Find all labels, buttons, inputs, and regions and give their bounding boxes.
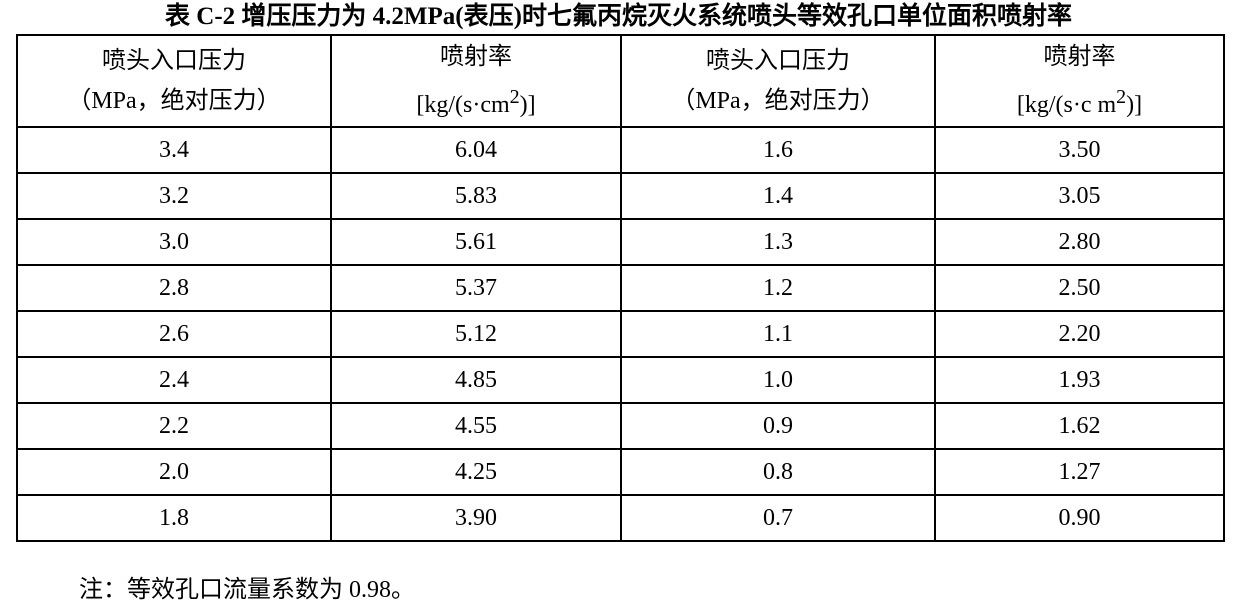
table-cell: 1.1 xyxy=(620,310,936,358)
header-unit-text: [kg/(s·cm xyxy=(416,92,510,118)
table-cell: 3.05 xyxy=(934,172,1225,220)
table-cell: 3.90 xyxy=(330,494,622,542)
table-cell: 0.90 xyxy=(934,494,1225,542)
table-cell: 1.4 xyxy=(620,172,936,220)
table-note: 注：等效孔口流量系数为 0.98。 xyxy=(79,577,415,603)
table-cell: 2.20 xyxy=(934,310,1225,358)
table-cell: 4.25 xyxy=(330,448,622,496)
header-label: 喷头入口压力 xyxy=(706,48,850,74)
table-cell: 3.50 xyxy=(934,126,1225,174)
table-cell: 4.85 xyxy=(330,356,622,404)
header-spray-rate-1: 喷射率 [kg/(s·cm2)] xyxy=(330,34,622,128)
table-row: 2.8 5.37 1.2 2.50 xyxy=(16,264,1225,312)
header-unit-text-end: )] xyxy=(519,92,536,118)
table-row: 2.6 5.12 1.1 2.20 xyxy=(16,310,1225,358)
table-cell: 2.4 xyxy=(16,356,332,404)
table-cell: 2.8 xyxy=(16,264,332,312)
table-cell: 2.80 xyxy=(934,218,1225,266)
table-cell: 1.8 xyxy=(16,494,332,542)
table-cell: 1.6 xyxy=(620,126,936,174)
table-cell: 1.2 xyxy=(620,264,936,312)
table-cell: 3.0 xyxy=(16,218,332,266)
table-cell: 0.8 xyxy=(620,448,936,496)
table-title: 表 C-2 增压压力为 4.2MPa(表压)时七氟丙烷灭火系统喷头等效孔口单位面… xyxy=(165,3,1072,30)
table-row: 1.8 3.90 0.7 0.90 xyxy=(16,494,1225,542)
table-cell: 0.7 xyxy=(620,494,936,542)
table-cell: 2.2 xyxy=(16,402,332,450)
table-cell: 2.6 xyxy=(16,310,332,358)
table-row: 3.4 6.04 1.6 3.50 xyxy=(16,126,1225,174)
table-cell: 2.0 xyxy=(16,448,332,496)
table-cell: 1.62 xyxy=(934,402,1225,450)
header-label: 喷头入口压力 xyxy=(102,48,246,74)
table-cell: 6.04 xyxy=(330,126,622,174)
header-unit-superscript: 2 xyxy=(1116,86,1127,108)
table-cell: 3.4 xyxy=(16,126,332,174)
header-unit-text: （MPa，绝对压力） xyxy=(671,88,885,114)
header-inlet-pressure-1: 喷头入口压力 （MPa，绝对压力） xyxy=(16,34,332,128)
table-cell: 5.12 xyxy=(330,310,622,358)
header-unit: [kg/(s·cm2)] xyxy=(332,77,620,125)
header-unit: [kg/(s·c m2)] xyxy=(936,77,1223,125)
table-cell: 4.55 xyxy=(330,402,622,450)
header-unit: （MPa，绝对压力） xyxy=(622,81,934,121)
header-unit-superscript: 2 xyxy=(509,86,520,108)
table-row: 3.0 5.61 1.3 2.80 xyxy=(16,218,1225,266)
header-unit-text-end: )] xyxy=(1126,92,1143,118)
header-unit: （MPa，绝对压力） xyxy=(18,81,330,121)
table-cell: 5.83 xyxy=(330,172,622,220)
header-inlet-pressure-2: 喷头入口压力 （MPa，绝对压力） xyxy=(620,34,936,128)
table-cell: 5.61 xyxy=(330,218,622,266)
header-label: 喷射率 xyxy=(440,44,512,70)
header-unit-text: （MPa，绝对压力） xyxy=(67,88,281,114)
table-cell: 3.2 xyxy=(16,172,332,220)
table-cell: 1.3 xyxy=(620,218,936,266)
table-row: 2.4 4.85 1.0 1.93 xyxy=(16,356,1225,404)
table-header-row: 喷头入口压力 （MPa，绝对压力） 喷射率 [kg/(s·cm2)] 喷头入口压… xyxy=(16,34,1225,128)
table-row: 3.2 5.83 1.4 3.05 xyxy=(16,172,1225,220)
table-cell: 1.93 xyxy=(934,356,1225,404)
spray-rate-table: 喷头入口压力 （MPa，绝对压力） 喷射率 [kg/(s·cm2)] 喷头入口压… xyxy=(16,34,1225,542)
header-label: 喷射率 xyxy=(1043,44,1116,70)
header-unit-text: [kg/(s·c m xyxy=(1016,92,1117,118)
table-cell: 5.37 xyxy=(330,264,622,312)
header-spray-rate-2: 喷射率 [kg/(s·c m2)] xyxy=(934,34,1225,128)
table-cell: 1.0 xyxy=(620,356,936,404)
table-cell: 0.9 xyxy=(620,402,936,450)
table-row: 2.2 4.55 0.9 1.62 xyxy=(16,402,1225,450)
table-cell: 1.27 xyxy=(934,448,1225,496)
table-row: 2.0 4.25 0.8 1.27 xyxy=(16,448,1225,496)
table-cell: 2.50 xyxy=(934,264,1225,312)
